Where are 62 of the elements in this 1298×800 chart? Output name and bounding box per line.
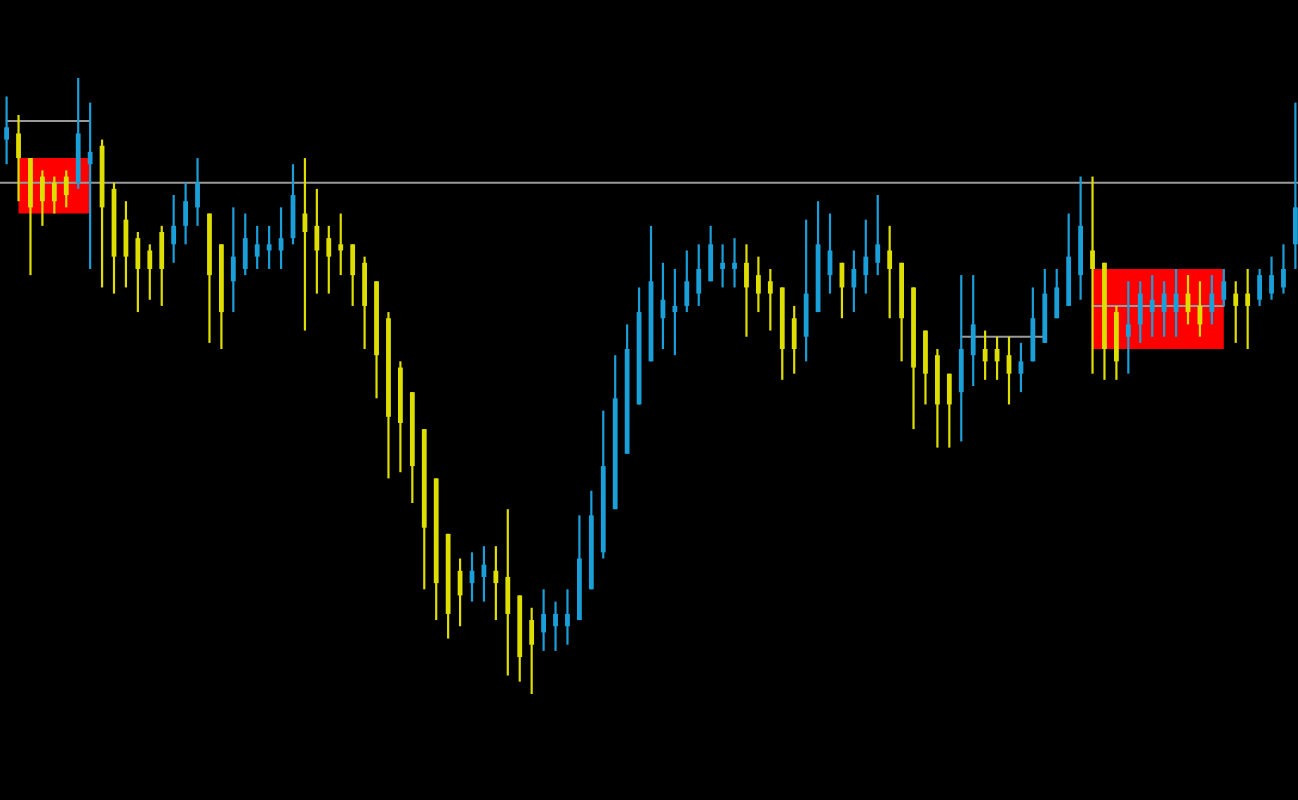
candlestick (254, 224, 260, 271)
candlestick (1293, 101, 1298, 271)
candlestick (565, 588, 570, 646)
candlestick (16, 113, 21, 203)
candlestick (1161, 280, 1167, 338)
candlestick (756, 255, 761, 314)
candlestick (923, 329, 928, 406)
candlestick (1245, 267, 1251, 351)
candlestick (326, 224, 332, 295)
candlestick (159, 224, 165, 308)
candlestick (4, 95, 9, 166)
candlestick (63, 169, 69, 209)
candlestick (744, 243, 749, 338)
candlestick (970, 274, 976, 388)
candlestick (958, 274, 964, 443)
candlestick (851, 249, 857, 314)
candlestick (1090, 175, 1095, 375)
candlestick (1125, 280, 1131, 375)
candlestick (708, 224, 714, 283)
candlestick (314, 187, 320, 295)
candlestick (863, 218, 869, 295)
candlestick (1269, 255, 1274, 301)
candlestick (242, 212, 248, 277)
candlestick (362, 255, 367, 351)
candlestick (266, 224, 272, 271)
candlestick (350, 243, 356, 308)
candlestick (982, 329, 988, 381)
candlestick (672, 267, 678, 357)
candlestick (875, 193, 881, 277)
candlestick (767, 267, 773, 332)
candlestick (1221, 267, 1227, 308)
candlestick (87, 101, 93, 271)
candlestick (553, 600, 558, 652)
candlestick (1281, 243, 1286, 295)
candlestick (696, 243, 702, 308)
candlestick (135, 230, 141, 314)
candlestick (541, 588, 546, 652)
candlestick (684, 249, 690, 314)
candlestick (40, 169, 45, 227)
candlestick (493, 545, 499, 622)
candlestick (147, 243, 153, 301)
candlestick (529, 606, 535, 696)
candlestick (183, 181, 188, 246)
candlestick (230, 206, 236, 314)
candlestick (1149, 274, 1155, 338)
candlestick (887, 224, 893, 320)
candlestick (803, 218, 809, 363)
candlestick (732, 237, 737, 289)
candlestick (51, 175, 57, 215)
candlestick (1257, 267, 1262, 308)
candlestick (171, 193, 177, 264)
candlestick (1233, 280, 1239, 344)
candlestick (720, 243, 725, 289)
candlestick (791, 304, 797, 375)
candlestick (946, 372, 952, 449)
candlestick (505, 508, 511, 677)
candlestick (1054, 267, 1060, 320)
candlestick (195, 156, 200, 227)
candlestick (1030, 286, 1036, 363)
candlestick (1137, 280, 1143, 344)
candlestick (338, 212, 344, 277)
candlestick (1209, 274, 1215, 326)
